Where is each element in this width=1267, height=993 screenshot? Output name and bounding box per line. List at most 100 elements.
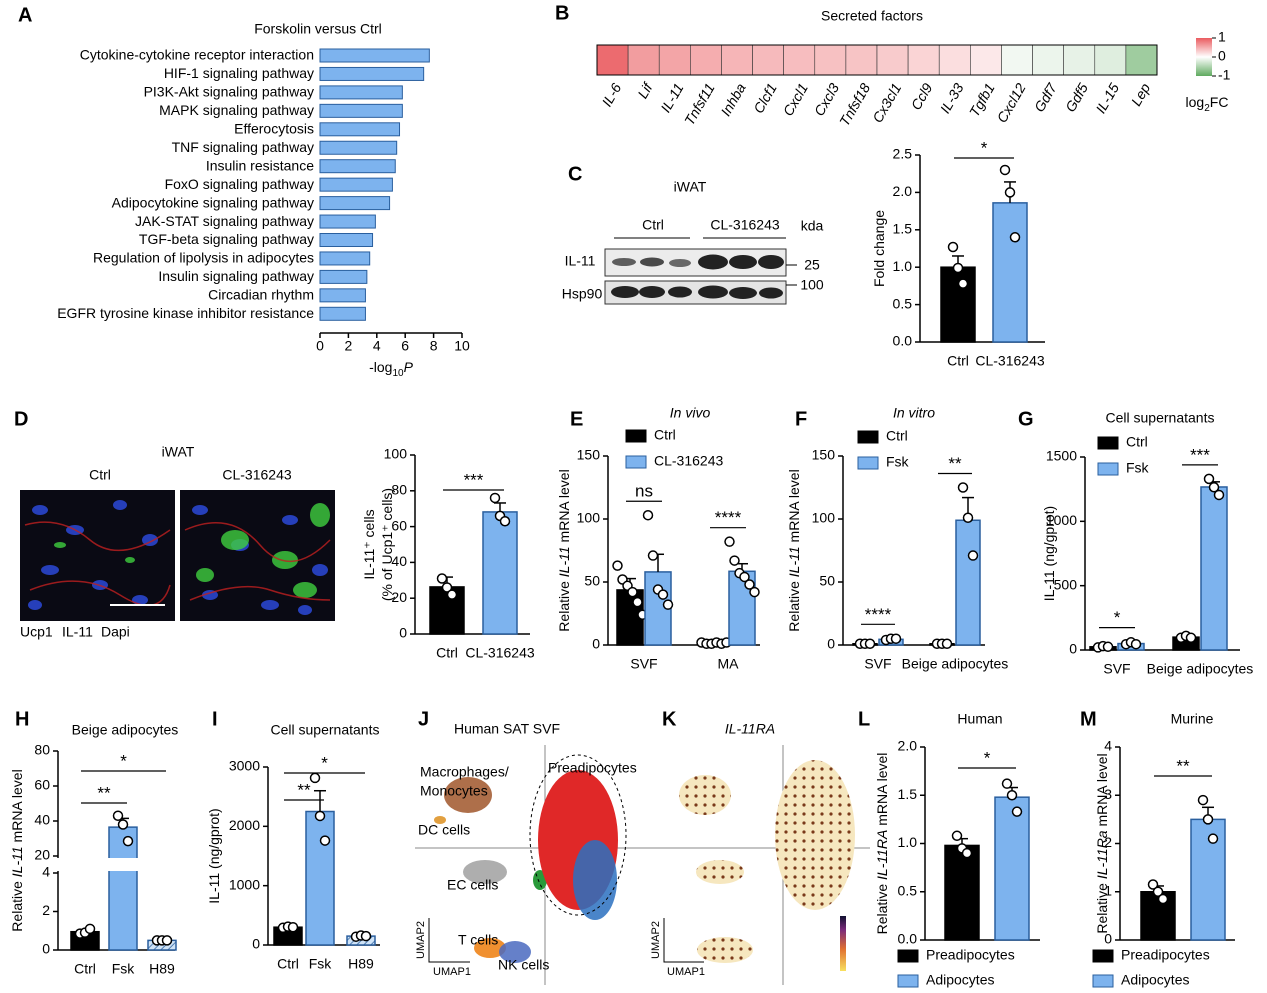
data-point <box>319 835 331 846</box>
legend-label: Ctrl <box>1126 434 1148 450</box>
heat-cell <box>938 44 971 76</box>
y-tick-label: 100 <box>384 446 408 462</box>
y-tick-label: 2.5 <box>893 146 913 162</box>
category-label: FoxO signaling pathway <box>165 176 314 192</box>
y-axis-label: Relative IL-11 mRNA level <box>556 469 572 631</box>
x-tick-label: Ctrl <box>436 645 458 661</box>
cluster-label: Preadipocytes <box>548 760 637 776</box>
y-axis-label-part: IL-11 <box>9 846 25 877</box>
bar <box>955 519 981 646</box>
cluster-label: EC cells <box>447 877 498 893</box>
y-axis-label: Relative IL-11Ra mRNA level <box>1094 753 1110 933</box>
chart-title: Cell supernatants <box>1106 410 1215 426</box>
y-tick-label: 1.5 <box>898 786 918 802</box>
y-tick-label: 1000 <box>229 876 260 892</box>
blot-group: Ctrl <box>642 217 664 233</box>
y-axis-label-part: mRNA level <box>9 769 25 846</box>
category-label: Regulation of lipolysis in adipocytes <box>93 250 314 266</box>
bar <box>994 796 1030 941</box>
x-axis-label-part: 10 <box>392 368 404 379</box>
bar <box>319 48 430 63</box>
legend-swatch <box>857 430 879 444</box>
y-axis-label-part: IL-11 (ng/gprot) <box>1041 506 1057 601</box>
nuclei <box>28 500 328 615</box>
y-tick-label: 50 <box>584 573 600 589</box>
panel-letter: D <box>14 408 28 430</box>
y-tick-label: 1.0 <box>898 834 918 850</box>
cluster <box>474 938 506 958</box>
y-tick-label: 2.0 <box>898 738 918 754</box>
colorbar-label-part: FC <box>1210 94 1229 110</box>
umap-clusters: J Human SAT SVF Macrophages/ Monocytes P… <box>415 708 650 985</box>
heat-cell <box>814 44 847 76</box>
panel-letter: B <box>555 2 569 24</box>
x-tick-label: 2 <box>345 338 353 354</box>
data-point <box>729 555 740 566</box>
cluster <box>499 941 531 963</box>
data-point <box>1006 790 1018 801</box>
x-axis-label: -log10P <box>369 359 413 379</box>
y-axis-label-part: IL-11Ra <box>1094 830 1110 879</box>
stain-label: Ucp1 <box>20 624 53 640</box>
cluster <box>444 777 492 813</box>
image-title: IL-11RA <box>725 721 775 737</box>
x-tick-label: Beige adipocytes <box>1147 661 1254 677</box>
axis-label: UMAP2 <box>650 921 662 959</box>
blot-title: iWAT <box>674 179 707 195</box>
bar <box>108 826 138 951</box>
bar <box>319 251 371 266</box>
y-tick-label: 60 <box>391 517 407 533</box>
panel-letter: F <box>795 408 807 430</box>
legend-label: Fsk <box>886 454 910 470</box>
y-tick-label: 2.0 <box>893 183 913 199</box>
legend-swatch <box>1097 436 1119 450</box>
y-axis-label-part: IL-11RA <box>874 830 890 880</box>
chart-title: Forskolin versus Ctrl <box>254 21 382 37</box>
image-title: Human SAT SVF <box>454 721 560 737</box>
significance-label: **** <box>715 508 742 527</box>
x-tick-label: Fsk <box>309 956 333 972</box>
bar <box>319 66 425 81</box>
category-label: Adipocytokine signaling pathway <box>112 194 314 210</box>
y-tick-label: 4 <box>1104 738 1112 754</box>
bar <box>1190 818 1226 941</box>
data-point <box>957 482 969 493</box>
y-tick-label: 3 <box>1104 786 1112 802</box>
category-label: Tnfsf11 <box>681 80 718 128</box>
y-axis-label-part: mRNA level <box>1094 753 1110 830</box>
data-point <box>999 164 1011 176</box>
y-axis-label: Fold change <box>871 210 887 287</box>
colorbar-label-part: 2 <box>1204 103 1210 114</box>
cluster-label: Monocytes <box>420 783 488 799</box>
umap-axes <box>428 918 470 963</box>
y-axis-label: Relative IL-11 mRNA level <box>9 769 25 931</box>
category-label: Insulin resistance <box>206 157 314 173</box>
y-tick-label: 1000 <box>1046 512 1077 528</box>
bar <box>319 159 396 174</box>
bands <box>611 254 784 299</box>
heat-cell <box>1063 44 1096 76</box>
data-point <box>1011 806 1023 817</box>
y-axis-label-part: mRNA level <box>786 469 802 546</box>
data-point <box>941 638 953 649</box>
data-point <box>489 492 501 504</box>
y-tick-label: 50 <box>819 573 835 589</box>
category-label: Lep <box>1128 80 1154 108</box>
x-tick-label: 6 <box>401 338 409 354</box>
category-label: JAK-STAT signaling pathway <box>135 213 314 229</box>
axis-break <box>50 858 175 871</box>
y-axis-label-part: IL-11 (ng/gprot) <box>206 808 222 903</box>
axis-label: UMAP1 <box>667 966 705 978</box>
data-point <box>1208 481 1220 493</box>
significance-label: * <box>120 751 127 770</box>
panel-letter: C <box>568 163 582 185</box>
heat-cell <box>1125 44 1158 76</box>
cluster <box>463 860 507 884</box>
legend-label: Ctrl <box>654 427 676 443</box>
image-group: CL-316243 <box>222 467 291 483</box>
y-axis-label-part: IL-11⁺ cells <box>361 509 377 579</box>
chart-title: In vitro <box>893 405 935 421</box>
y-tick-label: 60 <box>34 777 50 793</box>
y-tick-label: 0 <box>1069 641 1077 657</box>
heat-cell <box>596 44 629 76</box>
